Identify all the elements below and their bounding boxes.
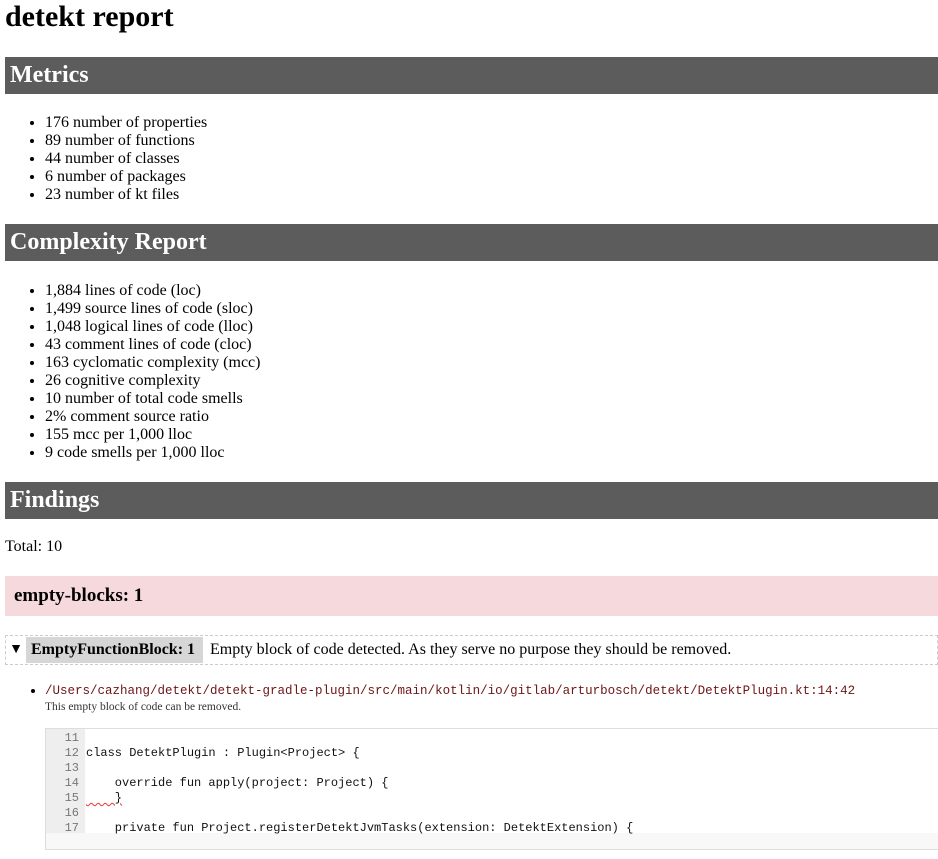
findings-total: Total: 10 bbox=[5, 538, 63, 555]
line-number: 13 bbox=[64, 761, 79, 775]
page-title: detekt report bbox=[5, 0, 174, 33]
line-number: 17 bbox=[64, 821, 79, 835]
line-number: 15 bbox=[64, 791, 79, 805]
finding-item: /Users/cazhang/detekt/detekt-gradle-plug… bbox=[45, 683, 855, 715]
list-item: 9 code smells per 1,000 lloc bbox=[45, 444, 260, 462]
code-line: class DetektPlugin : Plugin<Project> { bbox=[86, 746, 360, 760]
line-number: 12 bbox=[64, 746, 79, 760]
list-item: 1,499 source lines of code (sloc) bbox=[45, 300, 260, 318]
findings-heading: Findings bbox=[5, 482, 938, 519]
line-numbers: 11 12 13 14 15 16 17 bbox=[46, 729, 85, 835]
list-item: 176 number of properties bbox=[45, 114, 207, 132]
line-number: 16 bbox=[64, 806, 79, 820]
list-item: 1,048 logical lines of code (lloc) bbox=[45, 318, 260, 336]
code-line-highlighted: } bbox=[86, 791, 123, 805]
finding-location: /Users/cazhang/detekt/detekt-gradle-plug… bbox=[45, 684, 856, 698]
metrics-heading: Metrics bbox=[5, 57, 938, 94]
list-item: 1,884 lines of code (loc) bbox=[45, 282, 260, 300]
rule-set-heading: empty-blocks: 1 bbox=[5, 576, 938, 616]
rule-description: Empty block of code detected. As they se… bbox=[210, 641, 732, 658]
metrics-list: 176 number of properties 89 number of fu… bbox=[0, 114, 207, 204]
list-item: 2% comment source ratio bbox=[45, 408, 260, 426]
list-item: 89 number of functions bbox=[45, 132, 207, 150]
list-item: 155 mcc per 1,000 lloc bbox=[45, 426, 260, 444]
list-item: 10 number of total code smells bbox=[45, 390, 260, 408]
finding-list: /Users/cazhang/detekt/detekt-gradle-plug… bbox=[0, 683, 855, 715]
disclosure-triangle-icon[interactable]: ▼ bbox=[9, 642, 23, 657]
list-item: 26 cognitive complexity bbox=[45, 372, 260, 390]
list-item: 6 number of packages bbox=[45, 168, 207, 186]
line-number: 11 bbox=[64, 731, 79, 745]
complexity-heading: Complexity Report bbox=[5, 224, 938, 261]
code-lines: class DetektPlugin : Plugin<Project> { o… bbox=[85, 729, 634, 835]
code-snippet: 11 12 13 14 15 16 17 class DetektPlugin … bbox=[45, 728, 938, 850]
code-line: private fun Project.registerDetektJvmTas… bbox=[86, 821, 634, 835]
list-item: 43 comment lines of code (cloc) bbox=[45, 336, 260, 354]
list-item: 23 number of kt files bbox=[45, 186, 207, 204]
rule-name: EmptyFunctionBlock: 1 bbox=[26, 637, 204, 663]
complexity-list: 1,884 lines of code (loc) 1,499 source l… bbox=[0, 282, 260, 462]
code-line: override fun apply(project: Project) { bbox=[86, 776, 389, 790]
rule-summary-toggle[interactable]: ▼ EmptyFunctionBlock: 1 Empty block of c… bbox=[5, 635, 938, 665]
code-line bbox=[86, 731, 633, 746]
list-item: 44 number of classes bbox=[45, 150, 207, 168]
list-item: 163 cyclomatic complexity (mcc) bbox=[45, 354, 260, 372]
code-line bbox=[86, 761, 633, 776]
line-number: 14 bbox=[64, 776, 79, 790]
code-line bbox=[86, 806, 633, 821]
finding-message: This empty block of code can be removed. bbox=[45, 701, 242, 713]
